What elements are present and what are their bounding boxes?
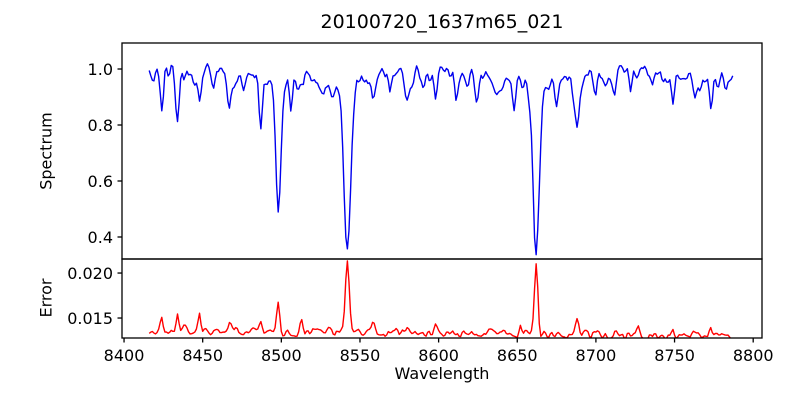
spectrum-y-tick-label: 1.0 bbox=[88, 60, 113, 79]
spectrum-line bbox=[148, 63, 734, 256]
x-tick-label: 8550 bbox=[340, 346, 381, 365]
spectrum-y-tick-label: 0.4 bbox=[88, 228, 113, 247]
spectrum-y-axis-label: Spectrum bbox=[36, 112, 56, 190]
x-tick-label: 8750 bbox=[654, 346, 695, 365]
error-line bbox=[148, 260, 733, 338]
x-tick-label: 8700 bbox=[576, 346, 617, 365]
x-tick-label: 8400 bbox=[104, 346, 145, 365]
error-y-tick-label: 0.015 bbox=[67, 309, 113, 328]
x-tick-label: 8800 bbox=[733, 346, 774, 365]
spectrum-panel-border bbox=[121, 42, 763, 260]
x-tick-label: 8650 bbox=[497, 346, 538, 365]
spectrum-y-tick-label: 0.6 bbox=[88, 172, 113, 191]
x-tick-label: 8500 bbox=[261, 346, 302, 365]
spectrum-y-tick-label: 0.8 bbox=[88, 116, 113, 135]
error-y-tick-label: 0.020 bbox=[67, 264, 113, 283]
error-y-axis-label: Error bbox=[36, 278, 56, 318]
x-tick-label: 8450 bbox=[182, 346, 223, 365]
x-axis-label: Wavelength bbox=[394, 364, 490, 383]
x-tick-label: 8600 bbox=[418, 346, 459, 365]
error-panel-border bbox=[121, 258, 763, 339]
chart-title: 20100720_1637m65_021 bbox=[320, 11, 564, 33]
